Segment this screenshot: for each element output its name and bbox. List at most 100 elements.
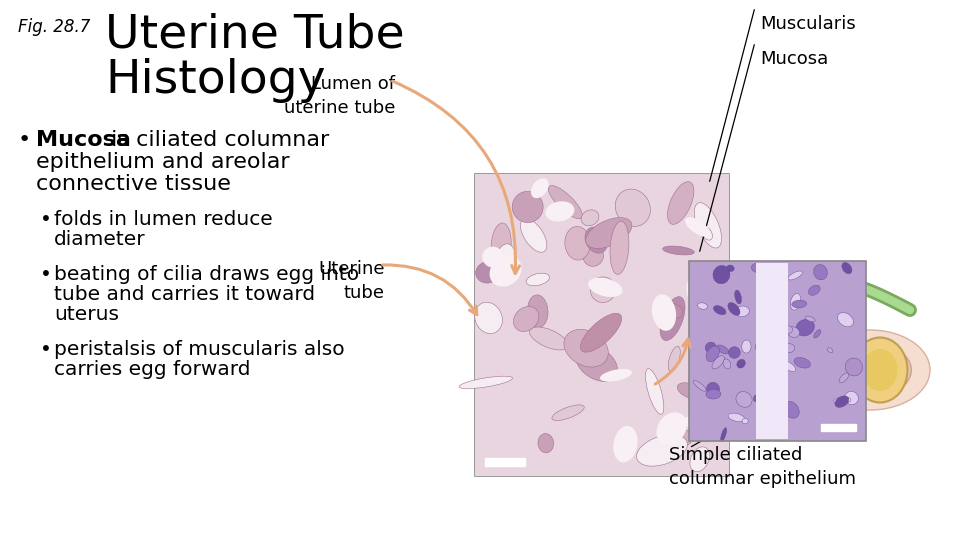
Bar (689, 261, 866, 441)
Ellipse shape (759, 352, 770, 363)
Ellipse shape (792, 300, 806, 308)
Ellipse shape (762, 320, 837, 410)
Text: tube and carries it toward: tube and carries it toward (54, 285, 315, 304)
Ellipse shape (839, 373, 849, 383)
Bar (475, 174, 729, 476)
Ellipse shape (727, 265, 734, 272)
Ellipse shape (564, 329, 609, 367)
Ellipse shape (696, 406, 724, 442)
Ellipse shape (845, 392, 858, 404)
Ellipse shape (613, 426, 637, 462)
Ellipse shape (729, 347, 740, 359)
Ellipse shape (716, 345, 729, 354)
Ellipse shape (735, 306, 749, 316)
Ellipse shape (576, 346, 617, 381)
Ellipse shape (814, 265, 828, 280)
Ellipse shape (683, 416, 716, 430)
Ellipse shape (736, 392, 752, 407)
Ellipse shape (685, 217, 710, 237)
Ellipse shape (706, 366, 725, 414)
Ellipse shape (482, 247, 503, 267)
Text: carries egg forward: carries egg forward (54, 360, 251, 379)
Ellipse shape (834, 397, 851, 404)
Ellipse shape (845, 358, 862, 376)
Ellipse shape (493, 244, 516, 286)
Ellipse shape (490, 255, 521, 287)
Ellipse shape (728, 302, 740, 315)
Ellipse shape (734, 290, 741, 304)
Ellipse shape (588, 278, 622, 297)
Ellipse shape (721, 428, 727, 442)
Ellipse shape (652, 294, 676, 331)
Ellipse shape (706, 346, 720, 361)
Ellipse shape (723, 359, 731, 369)
Ellipse shape (668, 346, 681, 372)
Ellipse shape (694, 202, 722, 248)
Ellipse shape (706, 389, 721, 399)
Ellipse shape (660, 296, 685, 341)
Ellipse shape (531, 178, 549, 198)
Ellipse shape (677, 383, 706, 400)
Ellipse shape (585, 227, 608, 253)
Ellipse shape (810, 330, 930, 410)
Ellipse shape (600, 369, 632, 382)
Ellipse shape (752, 264, 762, 272)
FancyArrowPatch shape (656, 339, 690, 384)
Text: Simple ciliated
columnar epithelium: Simple ciliated columnar epithelium (669, 446, 856, 488)
Ellipse shape (835, 396, 849, 407)
Ellipse shape (475, 262, 499, 283)
Ellipse shape (459, 376, 513, 389)
Ellipse shape (529, 327, 568, 350)
Ellipse shape (808, 285, 820, 295)
Bar (485, 458, 525, 466)
Ellipse shape (828, 348, 833, 353)
Ellipse shape (773, 295, 782, 303)
Ellipse shape (657, 413, 686, 444)
Ellipse shape (790, 294, 801, 310)
Ellipse shape (520, 219, 547, 252)
Bar (475, 174, 729, 476)
Ellipse shape (701, 226, 712, 240)
Ellipse shape (581, 313, 622, 352)
Text: Uterine
tube: Uterine tube (319, 260, 385, 302)
Ellipse shape (586, 218, 632, 248)
Ellipse shape (852, 338, 907, 402)
Ellipse shape (706, 342, 716, 353)
Ellipse shape (805, 316, 815, 322)
Bar (756, 263, 788, 439)
Ellipse shape (668, 303, 683, 318)
Text: Mucosa: Mucosa (760, 50, 828, 68)
Text: •: • (40, 210, 52, 229)
Text: folds in lumen reduce: folds in lumen reduce (54, 210, 273, 229)
Ellipse shape (610, 221, 629, 274)
Ellipse shape (754, 395, 761, 402)
Ellipse shape (713, 266, 730, 284)
Ellipse shape (668, 428, 692, 447)
Text: uterus: uterus (54, 305, 119, 324)
FancyArrowPatch shape (383, 265, 477, 315)
Ellipse shape (728, 413, 745, 422)
Text: Muscularis: Muscularis (760, 15, 855, 33)
Ellipse shape (583, 245, 604, 266)
Ellipse shape (788, 271, 803, 280)
Text: beating of cilia draws egg into: beating of cilia draws egg into (54, 265, 359, 284)
Ellipse shape (564, 226, 590, 260)
Ellipse shape (581, 210, 599, 226)
Ellipse shape (844, 353, 897, 388)
Ellipse shape (667, 181, 694, 224)
Ellipse shape (690, 447, 709, 472)
Ellipse shape (645, 369, 663, 414)
Ellipse shape (780, 326, 793, 334)
Ellipse shape (693, 380, 707, 392)
Ellipse shape (538, 434, 554, 453)
Ellipse shape (707, 382, 719, 395)
Ellipse shape (787, 327, 800, 338)
Ellipse shape (636, 435, 687, 466)
Ellipse shape (514, 307, 539, 332)
Bar (689, 261, 866, 441)
Ellipse shape (742, 418, 748, 424)
Ellipse shape (713, 306, 726, 315)
Ellipse shape (740, 290, 860, 430)
Ellipse shape (756, 336, 774, 355)
Ellipse shape (828, 342, 911, 397)
